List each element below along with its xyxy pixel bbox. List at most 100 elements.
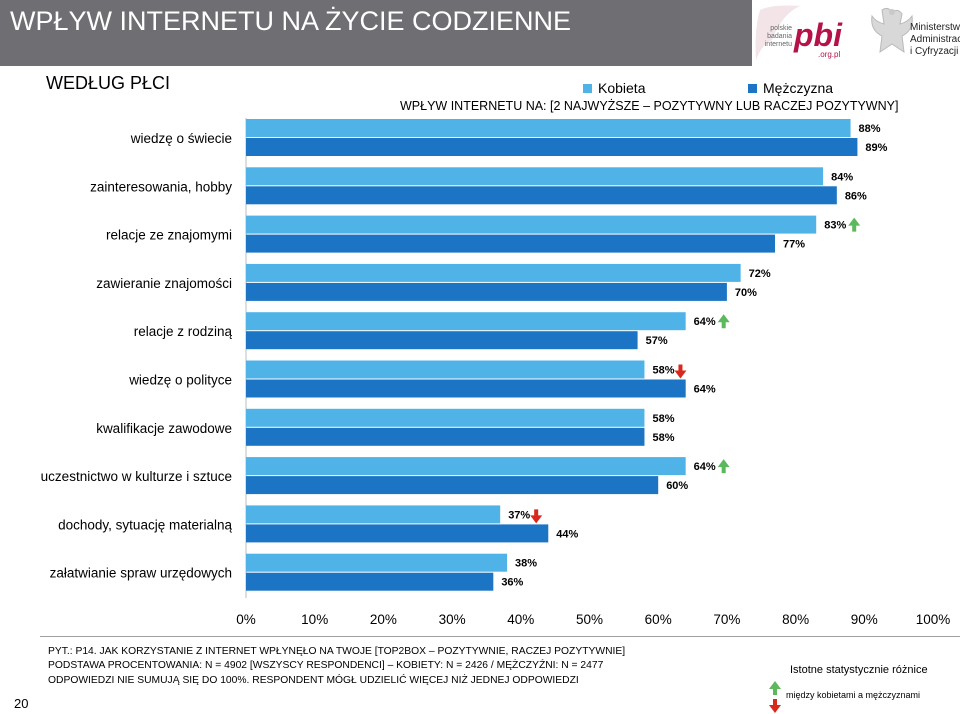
- x-tick-label: 90%: [851, 612, 878, 627]
- bar-kobieta: [246, 312, 686, 331]
- footer-question: PYT.: P14. JAK KORZYSTANIE Z INTERNET WP…: [48, 646, 626, 657]
- x-tick-label: 0%: [236, 612, 256, 627]
- bar-mezczyzna: [246, 282, 727, 301]
- data-label: 57%: [646, 335, 668, 347]
- data-label: 72%: [749, 268, 771, 280]
- data-label: 38%: [515, 558, 537, 570]
- category-label: relacje z rodziną: [134, 324, 233, 339]
- ministry-line-3: i Cyfryzacji: [910, 46, 958, 57]
- category-label: załatwianie spraw urzędowych: [50, 566, 232, 581]
- bar-mezczyzna: [246, 379, 686, 398]
- bar-kobieta: [246, 167, 824, 186]
- pbi-small-text-3: internetu: [765, 41, 792, 48]
- data-label: 88%: [859, 123, 881, 135]
- logos-svg: polskie badania internetu pbi .org.pl Mi…: [755, 5, 960, 60]
- legend-label-mezczyzna: Mężczyzna: [763, 80, 834, 96]
- subtitle: WEDŁUG PŁCI: [46, 73, 171, 93]
- data-label: 84%: [831, 171, 853, 183]
- pbi-logo-domain: .org.pl: [818, 50, 840, 59]
- data-label: 58%: [652, 413, 674, 425]
- pbi-small-text-2: badania: [767, 33, 792, 40]
- x-tick-label: 70%: [713, 612, 740, 627]
- data-label: 58%: [652, 432, 674, 444]
- data-label: 37%: [508, 509, 530, 521]
- pbi-small-text-1: polskie: [770, 25, 792, 32]
- legend-label-kobieta: Kobieta: [598, 80, 646, 96]
- bar-kobieta: [246, 553, 508, 572]
- bar-mezczyzna: [246, 572, 494, 591]
- data-label: 58%: [652, 365, 674, 377]
- x-tick-label: 30%: [439, 612, 466, 627]
- data-label: 77%: [783, 239, 805, 251]
- category-label: uczestnictwo w kulturze i sztuce: [41, 469, 232, 484]
- category-label: zawieranie znajomości: [96, 276, 232, 291]
- page-number: 20: [14, 696, 29, 711]
- bar-chart: wiedzę o świecie 88% 89% zainteresowania, h…: [41, 118, 951, 627]
- category-label: zainteresowania, hobby: [90, 179, 232, 194]
- down-arrow-icon: [674, 364, 687, 379]
- logos: polskie badania internetu pbi .org.pl Mi…: [752, 0, 960, 66]
- down-arrow-icon: [769, 699, 781, 713]
- bar-kobieta: [246, 215, 817, 234]
- up-arrow-icon: [848, 217, 861, 232]
- category-label: dochody, sytuację materialną: [58, 517, 232, 532]
- ministry-line-1: Ministerstwo: [910, 22, 960, 33]
- category-label: relacje ze znajomymi: [106, 228, 232, 243]
- category-label: kwalifikacje zawodowe: [96, 421, 232, 436]
- footer-base: PODSTAWA PROCENTOWANIA: N = 4902 [WSZYSC…: [48, 660, 604, 671]
- up-arrow-icon: [717, 314, 730, 329]
- legend-kobieta: Kobieta: [583, 80, 645, 96]
- category-label: wiedzę o świecie: [130, 131, 232, 146]
- up-arrow-icon: [717, 459, 730, 474]
- ministry-line-2: Administracji: [910, 34, 960, 45]
- bar-kobieta: [246, 505, 501, 524]
- bar-kobieta: [246, 457, 686, 476]
- footer-note: ODPOWIEDZI NIE SUMUJĄ SIĘ DO 100%. RESPO…: [48, 675, 579, 686]
- bar-mezczyzna: [246, 427, 645, 446]
- eagle-emblem-icon: [871, 7, 913, 54]
- legend-swatch-kobieta: [583, 83, 592, 93]
- x-tick-label: 100%: [916, 612, 951, 627]
- data-label: 64%: [694, 461, 716, 473]
- x-tick-label: 40%: [507, 612, 534, 627]
- bar-mezczyzna: [246, 186, 837, 205]
- x-tick-label: 10%: [301, 612, 328, 627]
- pbi-logo-text: pbi: [793, 17, 843, 53]
- header-band: WPŁYW INTERNETU NA ŻYCIE CODZIENNE: [0, 0, 760, 66]
- significance-subtitle: między kobietami a mężczyznami: [786, 690, 921, 700]
- x-tick-label: 60%: [645, 612, 672, 627]
- data-label: 44%: [556, 528, 578, 540]
- bar-mezczyzna: [246, 524, 549, 543]
- page-title: WPŁYW INTERNETU NA ŻYCIE CODZIENNE: [10, 6, 572, 36]
- up-arrow-icon: [769, 681, 781, 695]
- legend-mezczyzna: Mężczyzna: [748, 80, 833, 96]
- bar-kobieta: [246, 408, 645, 427]
- chart-title: WPŁYW INTERNETU NA: [2 NAJWYŻSZE – POZYT…: [400, 99, 899, 113]
- data-label: 83%: [824, 220, 846, 232]
- data-label: 60%: [666, 480, 688, 492]
- bar-kobieta: [246, 360, 645, 379]
- bar-kobieta: [246, 263, 741, 282]
- bar-mezczyzna: [246, 476, 659, 495]
- pbi-logo: polskie badania internetu pbi .org.pl: [755, 5, 843, 60]
- data-label: 86%: [845, 190, 867, 202]
- data-label: 64%: [694, 384, 716, 396]
- data-label: 89%: [865, 142, 887, 154]
- data-label: 70%: [735, 287, 757, 299]
- footer-divider: [40, 636, 960, 637]
- bar-mezczyzna: [246, 234, 775, 253]
- bar-mezczyzna: [246, 138, 858, 156]
- category-label: wiedzę o polityce: [128, 373, 232, 388]
- header: WPŁYW INTERNETU NA ŻYCIE CODZIENNE polsk…: [0, 0, 960, 66]
- pbi-logo-swoosh: [755, 5, 800, 60]
- legend-swatch-mezczyzna: [748, 83, 757, 93]
- bar-kobieta: [246, 119, 851, 137]
- x-tick-label: 20%: [370, 612, 397, 627]
- significance-arrows: [769, 681, 781, 713]
- data-label: 36%: [501, 577, 523, 589]
- x-tick-label: 80%: [782, 612, 809, 627]
- down-arrow-icon: [530, 509, 543, 524]
- x-tick-label: 50%: [576, 612, 603, 627]
- bar-mezczyzna: [246, 331, 638, 350]
- significance-title: Istotne statystycznie różnice: [790, 664, 928, 676]
